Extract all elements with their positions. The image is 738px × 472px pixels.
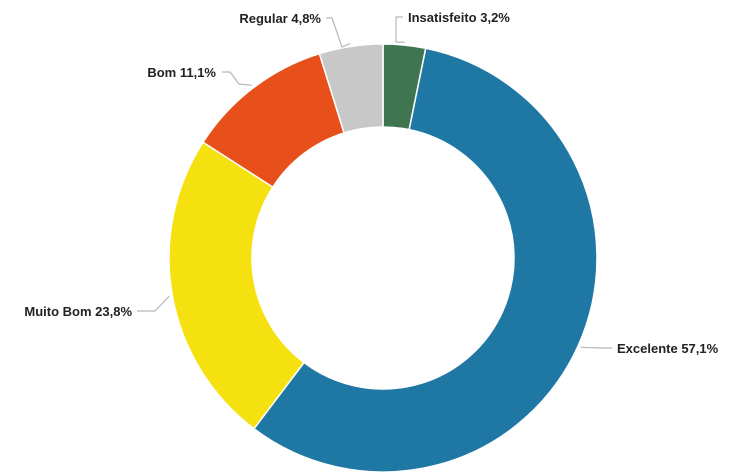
leader-line-excelente <box>580 346 612 349</box>
label-insatisfeito: Insatisfeito 3,2% <box>408 10 510 25</box>
label-muito-bom: Muito Bom 23,8% <box>24 304 132 319</box>
slices-layer <box>168 43 598 472</box>
slice-muito-bom <box>168 141 306 430</box>
leader-lines-layer <box>137 16 612 349</box>
label-excelente: Excelente 57,1% <box>617 341 719 356</box>
label-bom: Bom 11,1% <box>147 65 216 80</box>
leader-line-muito-bom <box>137 295 170 312</box>
slice-excelente <box>252 47 598 472</box>
leader-line-regular <box>326 17 351 48</box>
slice-regular <box>318 43 384 134</box>
label-regular: Regular 4,8% <box>239 11 321 26</box>
leader-line-bom <box>222 71 252 86</box>
leader-line-insatisfeito <box>395 16 405 43</box>
labels-layer: Insatisfeito 3,2% Excelente 57,1% Muito Bo… <box>24 10 718 356</box>
